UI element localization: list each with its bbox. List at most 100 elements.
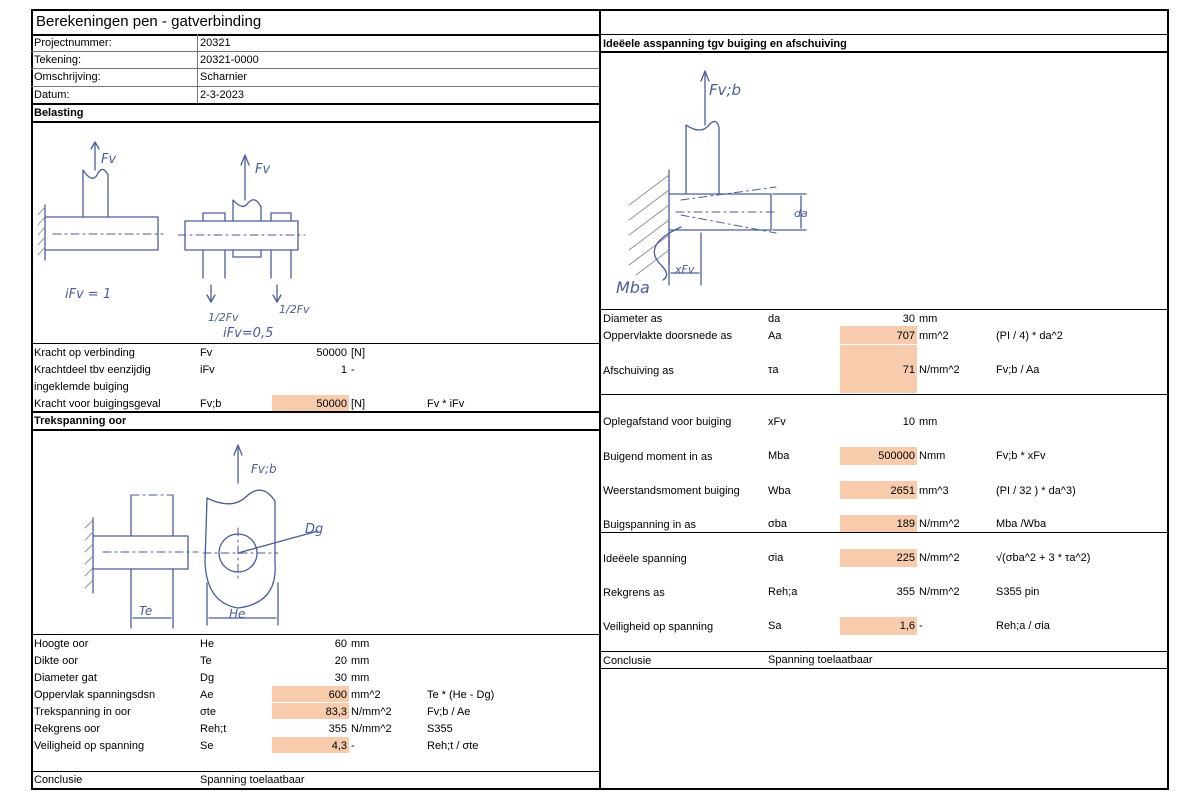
safety-shaft-value: 1,6 [899,620,915,632]
tension-value: 83,3 [325,706,347,718]
frame-left [31,9,33,790]
description-label: Omschrijving: [34,71,101,83]
safety-ear-value: 4,3 [331,740,347,752]
shaft-area-value: 707 [896,330,915,342]
pin-left [44,216,159,251]
yield-shaft-value: 355 [896,586,915,598]
description-value: Scharnier [200,71,248,83]
moment-label: Buigend moment in as [603,451,713,463]
safety-ear-symbol: Se [200,740,214,752]
ear-thickness-value: 20 [334,655,347,667]
shear-formula: Fv;b / Aa [996,364,1040,376]
svg-text:1/2Fv: 1/2Fv [208,311,239,324]
date-value: 2-3-2023 [200,89,245,101]
yield-shaft-formula: S355 pin [996,586,1040,598]
bending-force-symbol: Fv;b [200,398,222,410]
ear-height-symbol: He [200,638,215,650]
section-modulus-unit: mm^3 [919,485,949,497]
frame-middle [599,9,601,790]
ideal-stress-highlight [840,549,917,567]
svg-text:Fv: Fv [255,162,270,177]
safety-shaft-unit: - [919,620,923,632]
force-symbol: Fv [200,347,213,359]
line-ideale-sep2 [599,532,1169,533]
line-trek-header [31,429,601,431]
area-label: Oppervlak spanningsdsn [34,689,156,701]
shear-label: Afschuiving as [603,365,674,377]
shear-unit: N/mm^2 [919,364,960,376]
line-title [31,34,601,36]
bending-stress-unit: N/mm^2 [919,518,960,530]
factor-value: 1 [340,364,347,376]
svg-text:Mba: Mba [616,278,650,297]
ideale-conclusie-label: Conclusie [603,655,652,667]
line-project-col [197,34,198,104]
shaft-area-formula: (PI / 4) * da^2 [996,330,1063,342]
ear-thickness-label: Dikte oor [34,655,79,667]
hatch-wall-trek [84,517,94,594]
support-distance-symbol: xFv [768,416,786,428]
ear-thickness-unit: mm [351,655,370,667]
line-belasting-img [31,343,601,344]
bending-stress-highlight [840,515,917,532]
section-modulus-highlight [840,481,917,499]
ear-height-unit: mm [351,638,370,650]
safety-ear-highlight [272,737,349,753]
section-modulus-symbol: Wba [768,485,791,497]
safety-ear-unit: - [351,740,355,752]
factor-symbol: iFv [200,364,215,376]
ideal-stress-value: 225 [896,552,915,564]
hole-diameter-value: 30 [334,672,347,684]
tension-highlight [272,703,349,719]
ideal-stress-unit: N/mm^2 [919,552,960,564]
page-title: Berekeningen pen - gatverbinding [36,13,262,30]
line-project-3 [31,86,599,87]
shaft-area-symbol: Aa [768,330,782,342]
ideale-header: Ideëele asspanning tgv buiging en afschu… [603,38,847,50]
line-ideale-img [599,309,1169,310]
ideal-stress-symbol: σia [768,552,784,564]
svg-text:Fv;b: Fv;b [709,81,741,99]
ideal-stress-label: Ideëele spanning [603,553,687,565]
belasting-sketch: Fv iFv = 1 Fv 1/2Fv 1/2Fv iFv=0,5 [37,141,310,341]
shaft-diameter-unit: mm [919,313,938,325]
project-value: 20321 [200,37,231,49]
shear-symbol: τa [768,364,779,376]
line-belasting-header [31,121,601,123]
safety-shaft-label: Veiligheid op spanning [603,621,714,633]
yield-ear-value: 355 [328,723,347,735]
trek-sketch: Te Dg Fv;b He [84,444,323,629]
hatch-wall-ideale [628,169,670,276]
line-ideale-conclusie-top [599,651,1169,652]
line-ideale-sep1 [599,394,1169,395]
shaft-area-unit: mm^2 [919,330,949,342]
area-highlight [272,686,349,702]
hole-diameter-unit: mm [351,672,370,684]
svg-text:Dg: Dg [305,522,323,537]
shaft-diameter-value: 30 [902,313,915,325]
bending-force-highlight [272,395,349,411]
bending-force-unit: [N] [351,398,366,410]
force-unit: [N] [351,347,366,359]
bending-stress-label: Buigspanning in as [603,519,696,531]
svg-text:iFv=0,5: iFv=0,5 [223,326,273,341]
factor-label-2: ingeklemde buiging [34,381,129,393]
section-modulus-value: 2651 [890,485,915,497]
date-label: Datum: [34,89,70,101]
eye-plate [204,489,276,609]
force-value: 50000 [316,347,347,359]
yield-shaft-label: Rekgrens as [603,587,665,599]
hole-diameter-label: Diameter gat [34,672,97,684]
svg-text:Fv;b: Fv;b [251,462,277,476]
line-ideale-conclusie-bottom [599,668,1169,669]
yield-ear-label: Rekgrens oor [34,723,101,735]
bending-stress-symbol: σba [768,518,788,530]
bending-force-label: Kracht voor buigingsgeval [34,398,161,410]
pin-right [184,220,299,251]
yield-shaft-unit: N/mm^2 [919,586,960,598]
section-modulus-formula: (PI / 32 ) * da^3) [996,485,1076,497]
section-modulus-label: Weerstandsmoment buiging [603,485,740,497]
area-formula: Te * (He - Dg) [427,689,495,701]
shear-value: 71 [902,364,915,376]
force-label: Kracht op verbinding [34,347,135,359]
